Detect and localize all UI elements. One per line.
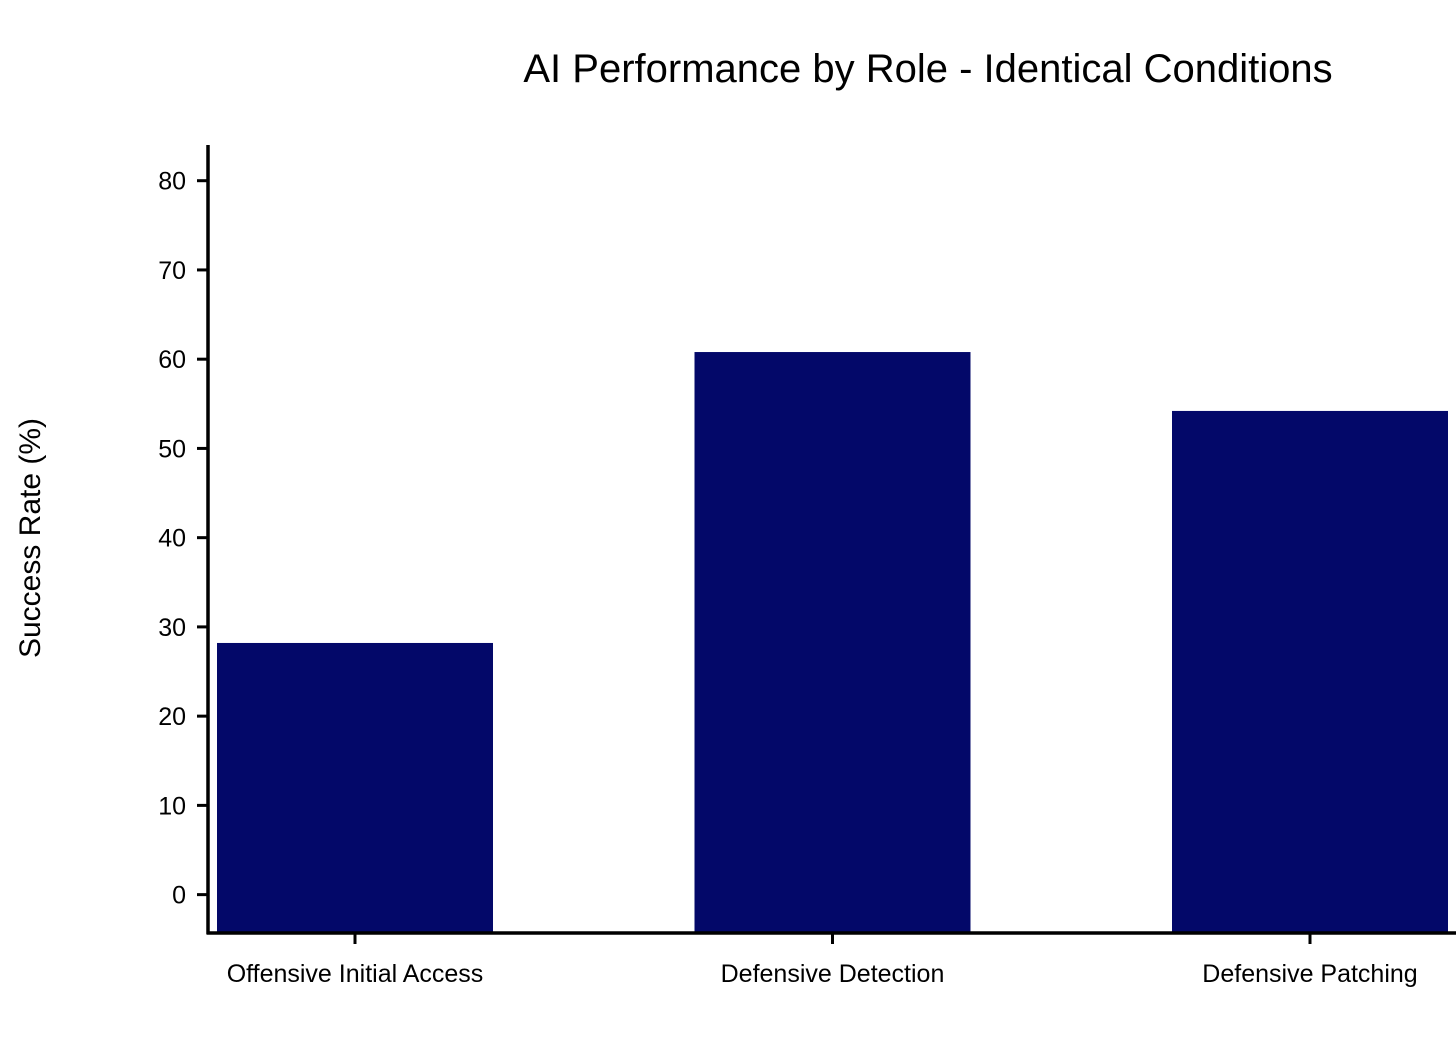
bar-offensive-initial-access (217, 642, 493, 933)
x-tick-label: Defensive Detection (721, 960, 945, 988)
bar-defensive-patching (1172, 410, 1448, 933)
bar-defensive-detection (694, 352, 971, 933)
y-tick-label: 30 (158, 614, 186, 642)
y-tick-label: 40 (158, 525, 186, 553)
y-axis-label: Success Rate (%) (14, 418, 47, 658)
y-tick-label: 10 (158, 792, 186, 820)
y-axis-ticks: 0 10 20 30 40 50 60 70 80 (158, 168, 208, 910)
x-tick-label: Defensive Patching (1202, 960, 1417, 988)
bars-layer (217, 352, 1448, 933)
y-tick-label: 50 (158, 435, 186, 463)
x-axis-ticks: Offensive Initial Access Defensive Detect… (227, 933, 1418, 988)
y-tick-label: 20 (158, 703, 186, 731)
y-tick-label: 80 (158, 168, 186, 196)
y-tick-label: 70 (158, 257, 186, 285)
x-tick-label: Offensive Initial Access (227, 960, 484, 988)
chart-title: AI Performance by Role - Identical Condi… (523, 47, 1332, 91)
y-tick-label: 60 (158, 346, 186, 374)
y-tick-label: 0 (172, 882, 186, 910)
